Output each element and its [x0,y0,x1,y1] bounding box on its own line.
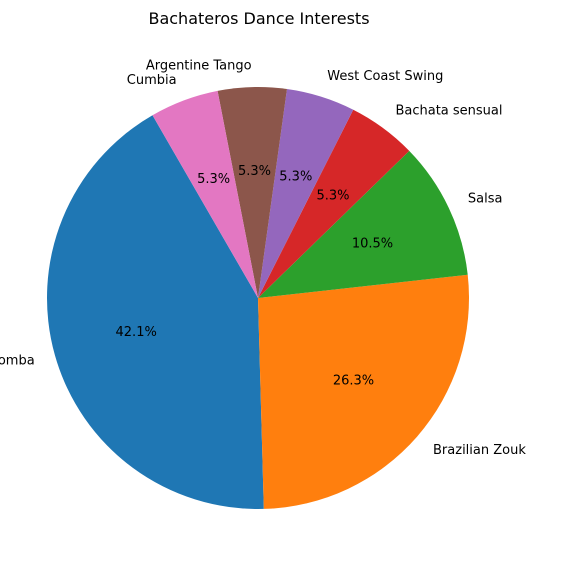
slice-label-salsa: Salsa [468,191,503,206]
slice-label-cumbia: Cumbia [127,73,177,88]
pct-label-argentine-tango: 5.3% [238,164,271,179]
pie-slice-argentine-tango [217,87,287,299]
pct-label-brazilian-zouk: 26.3% [333,374,374,389]
pie-slice-brazilian-zouk [258,274,469,509]
pie-slice-west-coast-swing [258,88,354,298]
slice-label-argentine-tango: Argentine Tango [146,58,252,73]
percentage-labels: 42.1% 26.3% 10.5% 5.3% 5.3% 5.3% 5.3% [116,164,394,389]
pct-label-west-coast-swing: 5.3% [279,170,312,185]
pct-label-kizomba: 42.1% [116,325,157,340]
slice-label-bachata-sensual: Bachata sensual [395,103,502,118]
slice-label-west-coast-swing: West Coast Swing [327,69,443,84]
slice-labels: Kizomba Brazilian Zouk Salsa Bachata sensua… [0,58,526,457]
slice-label-brazilian-zouk: Brazilian Zouk [433,443,526,458]
pct-label-cumbia: 5.3% [197,172,230,187]
pie-slice-bachata-sensual [258,109,410,299]
slice-label-kizomba: Kizomba [0,354,35,369]
pie-slice-cumbia [152,90,258,299]
pct-label-bachata-sensual: 5.3% [316,188,349,203]
pct-label-salsa: 10.5% [352,236,393,251]
chart-title: Bachateros Dance Interests [148,9,369,28]
pie-slice-salsa [258,150,468,298]
pie-slice-kizomba [46,115,264,509]
pie-slices [46,87,469,509]
